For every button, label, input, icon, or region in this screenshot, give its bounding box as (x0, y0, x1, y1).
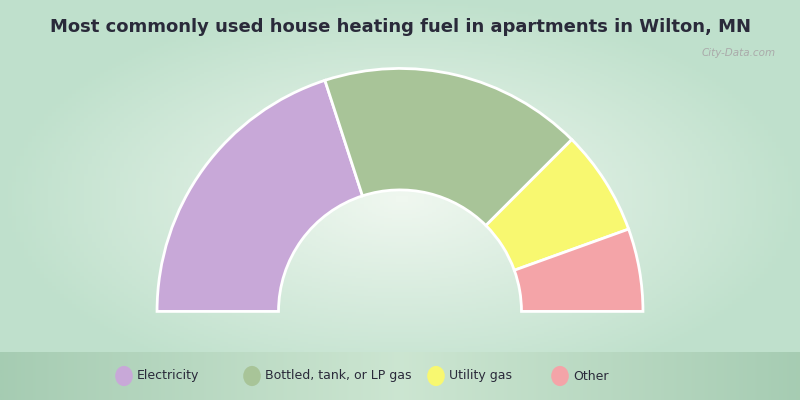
Ellipse shape (243, 366, 261, 386)
Wedge shape (325, 68, 572, 226)
Text: Other: Other (573, 370, 608, 382)
Ellipse shape (551, 366, 569, 386)
Wedge shape (514, 229, 643, 312)
Ellipse shape (115, 366, 133, 386)
Text: Most commonly used house heating fuel in apartments in Wilton, MN: Most commonly used house heating fuel in… (50, 18, 750, 36)
Text: City-Data.com: City-Data.com (702, 48, 776, 58)
Wedge shape (486, 140, 629, 270)
Text: Electricity: Electricity (137, 370, 199, 382)
Ellipse shape (427, 366, 445, 386)
Wedge shape (157, 80, 362, 312)
Text: Utility gas: Utility gas (449, 370, 512, 382)
Text: Bottled, tank, or LP gas: Bottled, tank, or LP gas (265, 370, 411, 382)
